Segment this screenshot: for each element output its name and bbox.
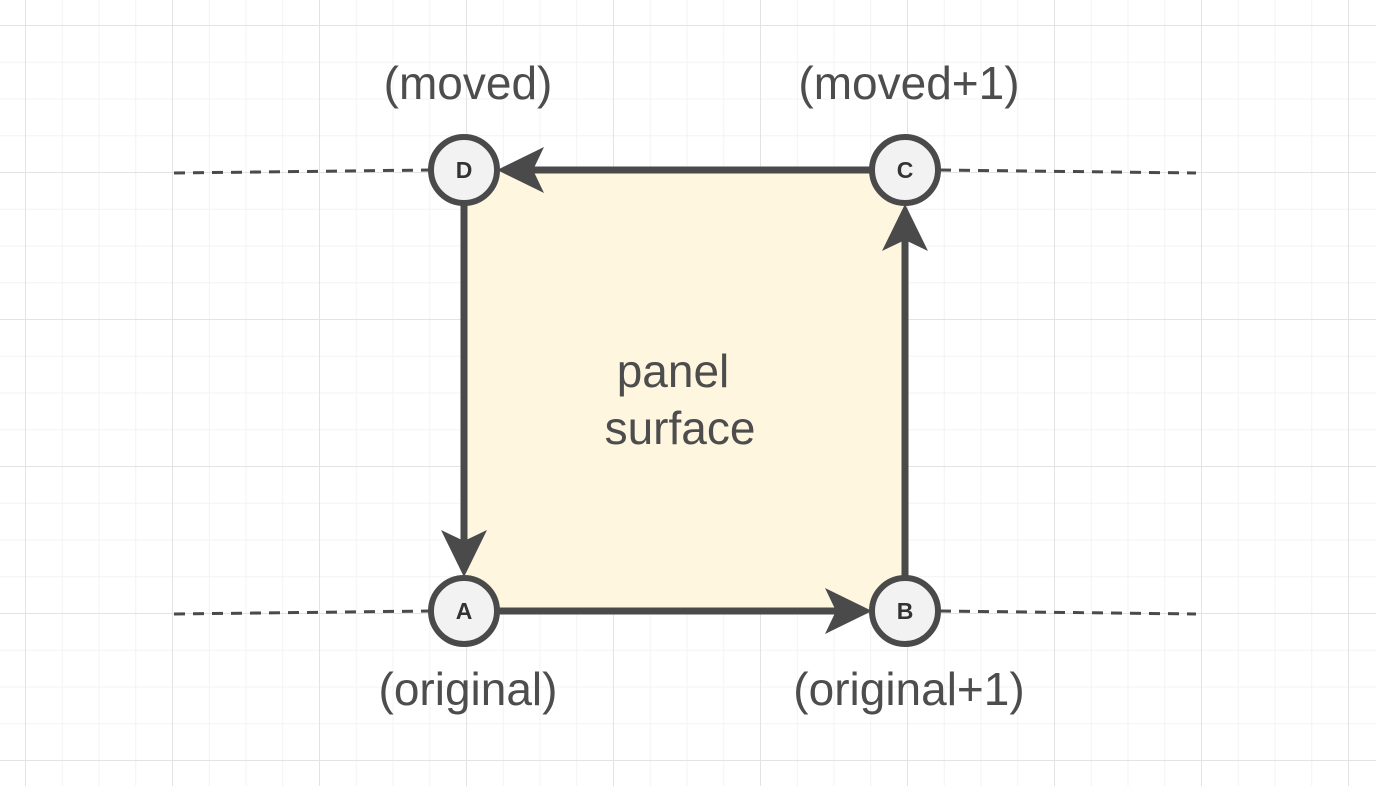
node-b: B [869, 575, 941, 647]
node-c-circle [869, 134, 941, 206]
node-c-letter: C [897, 157, 914, 183]
arrowhead-b [825, 588, 872, 634]
node-d-circle [428, 134, 500, 206]
node-d-letter: D [456, 157, 473, 183]
panel-surface [464, 170, 905, 611]
node-c: C [869, 134, 941, 206]
panel-label-line-2: surface [605, 402, 756, 454]
caption-original-plus-one: (original+1) [793, 663, 1024, 715]
caption-moved-plus-one: (moved+1) [798, 57, 1019, 109]
caption-moved: (moved) [384, 57, 553, 109]
dashed-line-top-right [939, 168, 1197, 175]
arrowhead-c [882, 204, 928, 251]
panel-label-line-1: panel [617, 345, 730, 397]
node-a-letter: A [456, 598, 473, 624]
dashed-line-bottom-right [939, 609, 1197, 616]
caption-original: (original) [379, 663, 558, 715]
arrowhead-d [497, 147, 544, 193]
dashed-line-bottom-left [173, 609, 431, 616]
node-b-letter: B [897, 598, 914, 624]
node-d: D [428, 134, 500, 206]
node-a-circle [428, 575, 500, 647]
arrowhead-a [441, 530, 487, 577]
dashed-line-top-left [173, 168, 431, 175]
node-b-circle [869, 575, 941, 647]
node-a: A [428, 575, 500, 647]
